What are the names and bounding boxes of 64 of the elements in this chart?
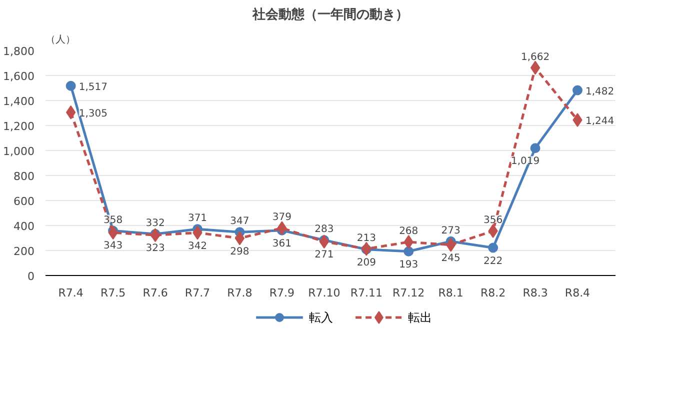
x-tick-label: R7.7 [184,286,210,300]
point [404,235,414,249]
x-tick-label: R7.4 [58,286,84,300]
point [488,224,498,238]
y-tick-label: 1,000 [3,145,35,158]
point [150,228,160,242]
y-tick-label: 600 [14,195,35,208]
data-label: 1,305 [78,108,108,120]
y-tick-label: 0 [28,270,34,283]
y-tick-label: 400 [14,220,35,233]
x-tick-label: R7.10 [308,286,340,300]
y-tick-label: 1,800 [3,45,35,58]
data-label: 271 [314,250,334,261]
chart-title: 社会動態（一年間の動き） [252,6,408,22]
data-label: 298 [230,246,250,258]
point [488,242,498,253]
data-label: 245 [441,252,460,264]
data-label: 356 [484,215,503,226]
data-label: 213 [356,232,376,244]
data-label: 347 [230,216,250,228]
point [404,246,414,256]
x-tick-label: R8.4 [564,286,590,300]
data-label: 379 [272,212,292,224]
x-tick-label: R7.5 [100,286,126,300]
x-tick-label: R8.1 [438,286,464,300]
y-tick-label: 800 [14,170,35,183]
data-label: 371 [188,213,208,224]
data-label: 1,244 [586,116,614,127]
y-axis-title: （人） [46,34,76,46]
x-tick-label: R7.9 [269,286,295,300]
data-label: 323 [146,243,165,254]
data-label: 273 [441,225,460,236]
y-tick-label: 1,600 [3,70,35,83]
point [66,80,76,91]
y-tick-label: 1,400 [3,95,35,108]
data-label: 222 [484,256,503,267]
data-label: 1,019 [510,156,540,168]
point [530,60,540,75]
point [572,85,582,96]
point [572,113,582,127]
legend-label: 転入 [308,310,333,324]
x-tick-label: R7.11 [350,286,382,300]
data-label: 283 [314,224,334,236]
x-tick-label: R7.12 [392,286,425,300]
y-tick-label: 200 [14,245,35,258]
data-label: 268 [399,226,418,237]
x-tick-label: R7.8 [227,286,252,300]
data-label: 342 [188,240,208,252]
data-label: 358 [104,214,123,226]
x-tick-label: R7.6 [142,286,168,300]
data-label: 1,517 [78,82,108,93]
data-label: 209 [356,257,376,268]
legend-label: 転出 [408,310,432,324]
point [530,143,540,154]
data-label: 343 [104,240,123,252]
x-tick-label: R8.3 [522,286,548,300]
point [234,231,245,246]
data-label: 1,662 [520,52,550,63]
x-tick-label: R8.2 [480,286,506,300]
data-label: 332 [146,218,165,229]
y-tick-label: 1,200 [3,120,35,133]
data-label: 1,482 [586,86,614,98]
data-label: 193 [399,259,418,270]
data-label: 361 [272,238,292,250]
